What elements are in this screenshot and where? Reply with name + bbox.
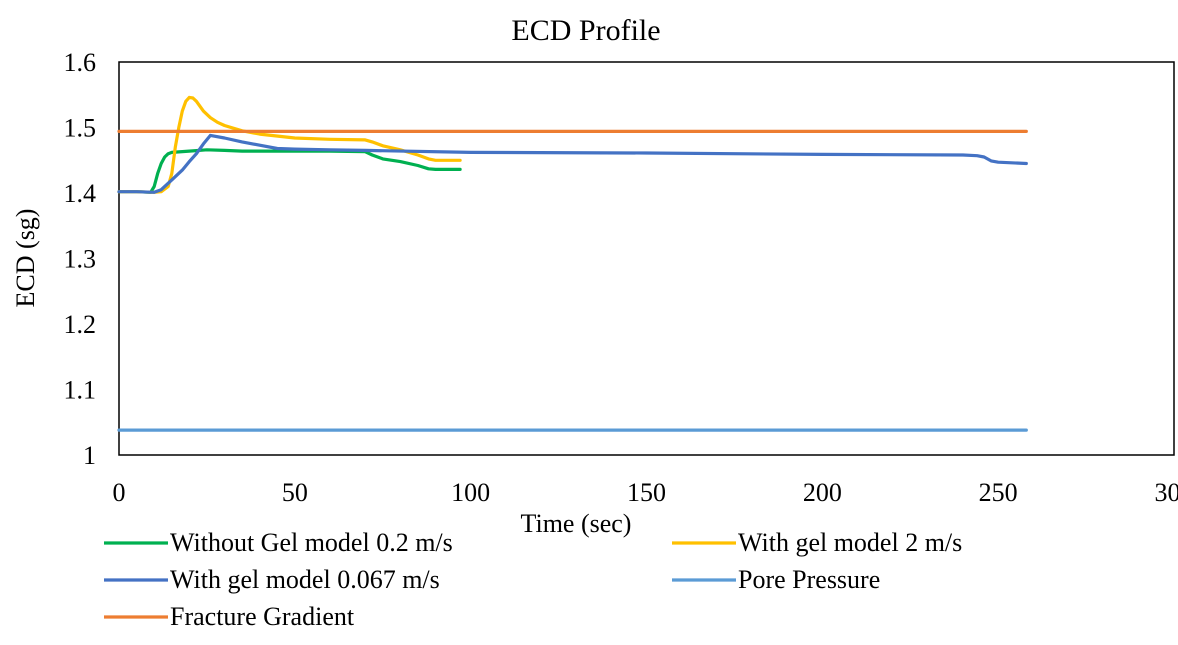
legend-label: Without Gel model 0.2 m/s xyxy=(170,528,453,557)
x-tick-label: 100 xyxy=(451,478,490,507)
legend: Without Gel model 0.2 m/s With gel model … xyxy=(104,528,962,631)
x-tick-label: 200 xyxy=(803,478,842,507)
y-tick-label: 1 xyxy=(83,441,96,470)
legend-item: With gel model 0.067 m/s xyxy=(104,565,440,594)
legend-label: Fracture Gradient xyxy=(170,602,355,631)
y-tick-label: 1.3 xyxy=(64,245,97,274)
x-axis-title: Time (sec) xyxy=(521,509,632,538)
chart-title: ECD Profile xyxy=(511,14,660,47)
x-tick-label: 250 xyxy=(979,478,1018,507)
y-tick-label: 1.5 xyxy=(64,114,97,143)
y-tick-label: 1.1 xyxy=(64,376,97,405)
legend-item: Without Gel model 0.2 m/s xyxy=(104,528,453,557)
y-axis-ticks: 1 1.1 1.2 1.3 1.4 1.5 1.6 xyxy=(64,48,97,470)
series-layer xyxy=(119,97,1026,430)
plot-frame xyxy=(119,62,1174,455)
y-tick-label: 1.2 xyxy=(64,310,97,339)
legend-label: With gel model 0.067 m/s xyxy=(170,565,440,594)
y-tick-label: 1.4 xyxy=(64,179,97,208)
x-tick-label: 50 xyxy=(282,478,308,507)
x-tick-label: 300 xyxy=(1155,478,1178,507)
series-line-2 xyxy=(119,97,460,192)
y-axis-title: ECD (sg) xyxy=(11,209,40,308)
x-axis-ticks: 0 50 100 150 200 250 300 xyxy=(113,478,1178,507)
legend-item: Fracture Gradient xyxy=(104,602,355,631)
legend-item: With gel model 2 m/s xyxy=(672,528,962,557)
y-tick-label: 1.6 xyxy=(64,48,97,77)
x-tick-label: 150 xyxy=(627,478,666,507)
legend-item: Pore Pressure xyxy=(672,565,880,594)
series-line-3 xyxy=(119,135,1026,192)
x-tick-label: 0 xyxy=(113,478,126,507)
legend-label: With gel model 2 m/s xyxy=(738,528,962,557)
legend-label: Pore Pressure xyxy=(738,565,880,594)
series-line-1 xyxy=(119,150,460,193)
